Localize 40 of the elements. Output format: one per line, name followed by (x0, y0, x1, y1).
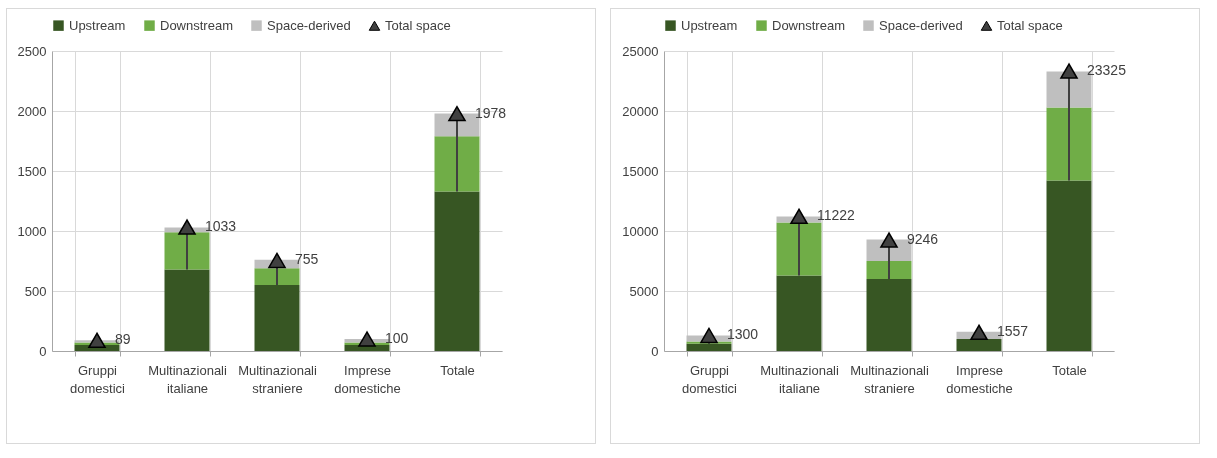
data-label: 755 (295, 251, 319, 268)
x-tick-label: Gruppi domestici (682, 362, 738, 396)
legend-label: Space-derived (267, 17, 351, 33)
legend-label: Downstream (160, 17, 233, 33)
y-tick-label: 20000 (622, 103, 659, 119)
legend-label: Total space (385, 17, 451, 33)
y-tick-label: 15000 (622, 163, 659, 179)
legend-label: Upstream (69, 17, 126, 33)
legend-label: Total space (997, 17, 1063, 33)
x-tick-label: Multinazionali straniere (850, 362, 929, 396)
y-tick-label: 5000 (629, 283, 659, 299)
y-tick-label: 2500 (17, 43, 47, 59)
y-tick-label: 25000 (622, 43, 659, 59)
x-tick-label: Multinazionali straniere (238, 362, 317, 396)
data-label: 89 (115, 331, 131, 348)
y-tick-label: 0 (39, 343, 47, 359)
y-tick-label: 10000 (622, 223, 659, 239)
x-tick-label: Totale (440, 362, 475, 378)
x-tick-label: Imprese domestiche (334, 362, 401, 396)
data-label: 23325 (1087, 62, 1127, 79)
x-tick-label: Multinazionali italiane (148, 362, 227, 396)
y-tick-label: 1500 (17, 163, 47, 179)
data-label: 1557 (997, 323, 1029, 340)
x-tick-label: Gruppi domestici (70, 362, 126, 396)
x-tick-label: Totale (1052, 362, 1087, 378)
x-tick-label: Imprese domestiche (946, 362, 1013, 396)
legend-label: Downstream (772, 17, 845, 33)
data-label: 1033 (205, 218, 237, 235)
y-tick-label: 1000 (17, 223, 47, 239)
y-tick-label: 0 (651, 343, 659, 359)
data-label: 9246 (907, 231, 939, 248)
y-tick-label: 500 (24, 283, 47, 299)
data-label: 100 (385, 330, 409, 346)
data-label: 1300 (727, 326, 759, 343)
x-tick-label: Multinazionali italiane (760, 362, 839, 396)
legend-label: Upstream (681, 17, 738, 33)
data-label: 11222 (817, 207, 856, 224)
legend-label: Space-derived (879, 17, 963, 33)
data-label: 1978 (475, 104, 507, 121)
y-tick-label: 2000 (17, 103, 47, 119)
